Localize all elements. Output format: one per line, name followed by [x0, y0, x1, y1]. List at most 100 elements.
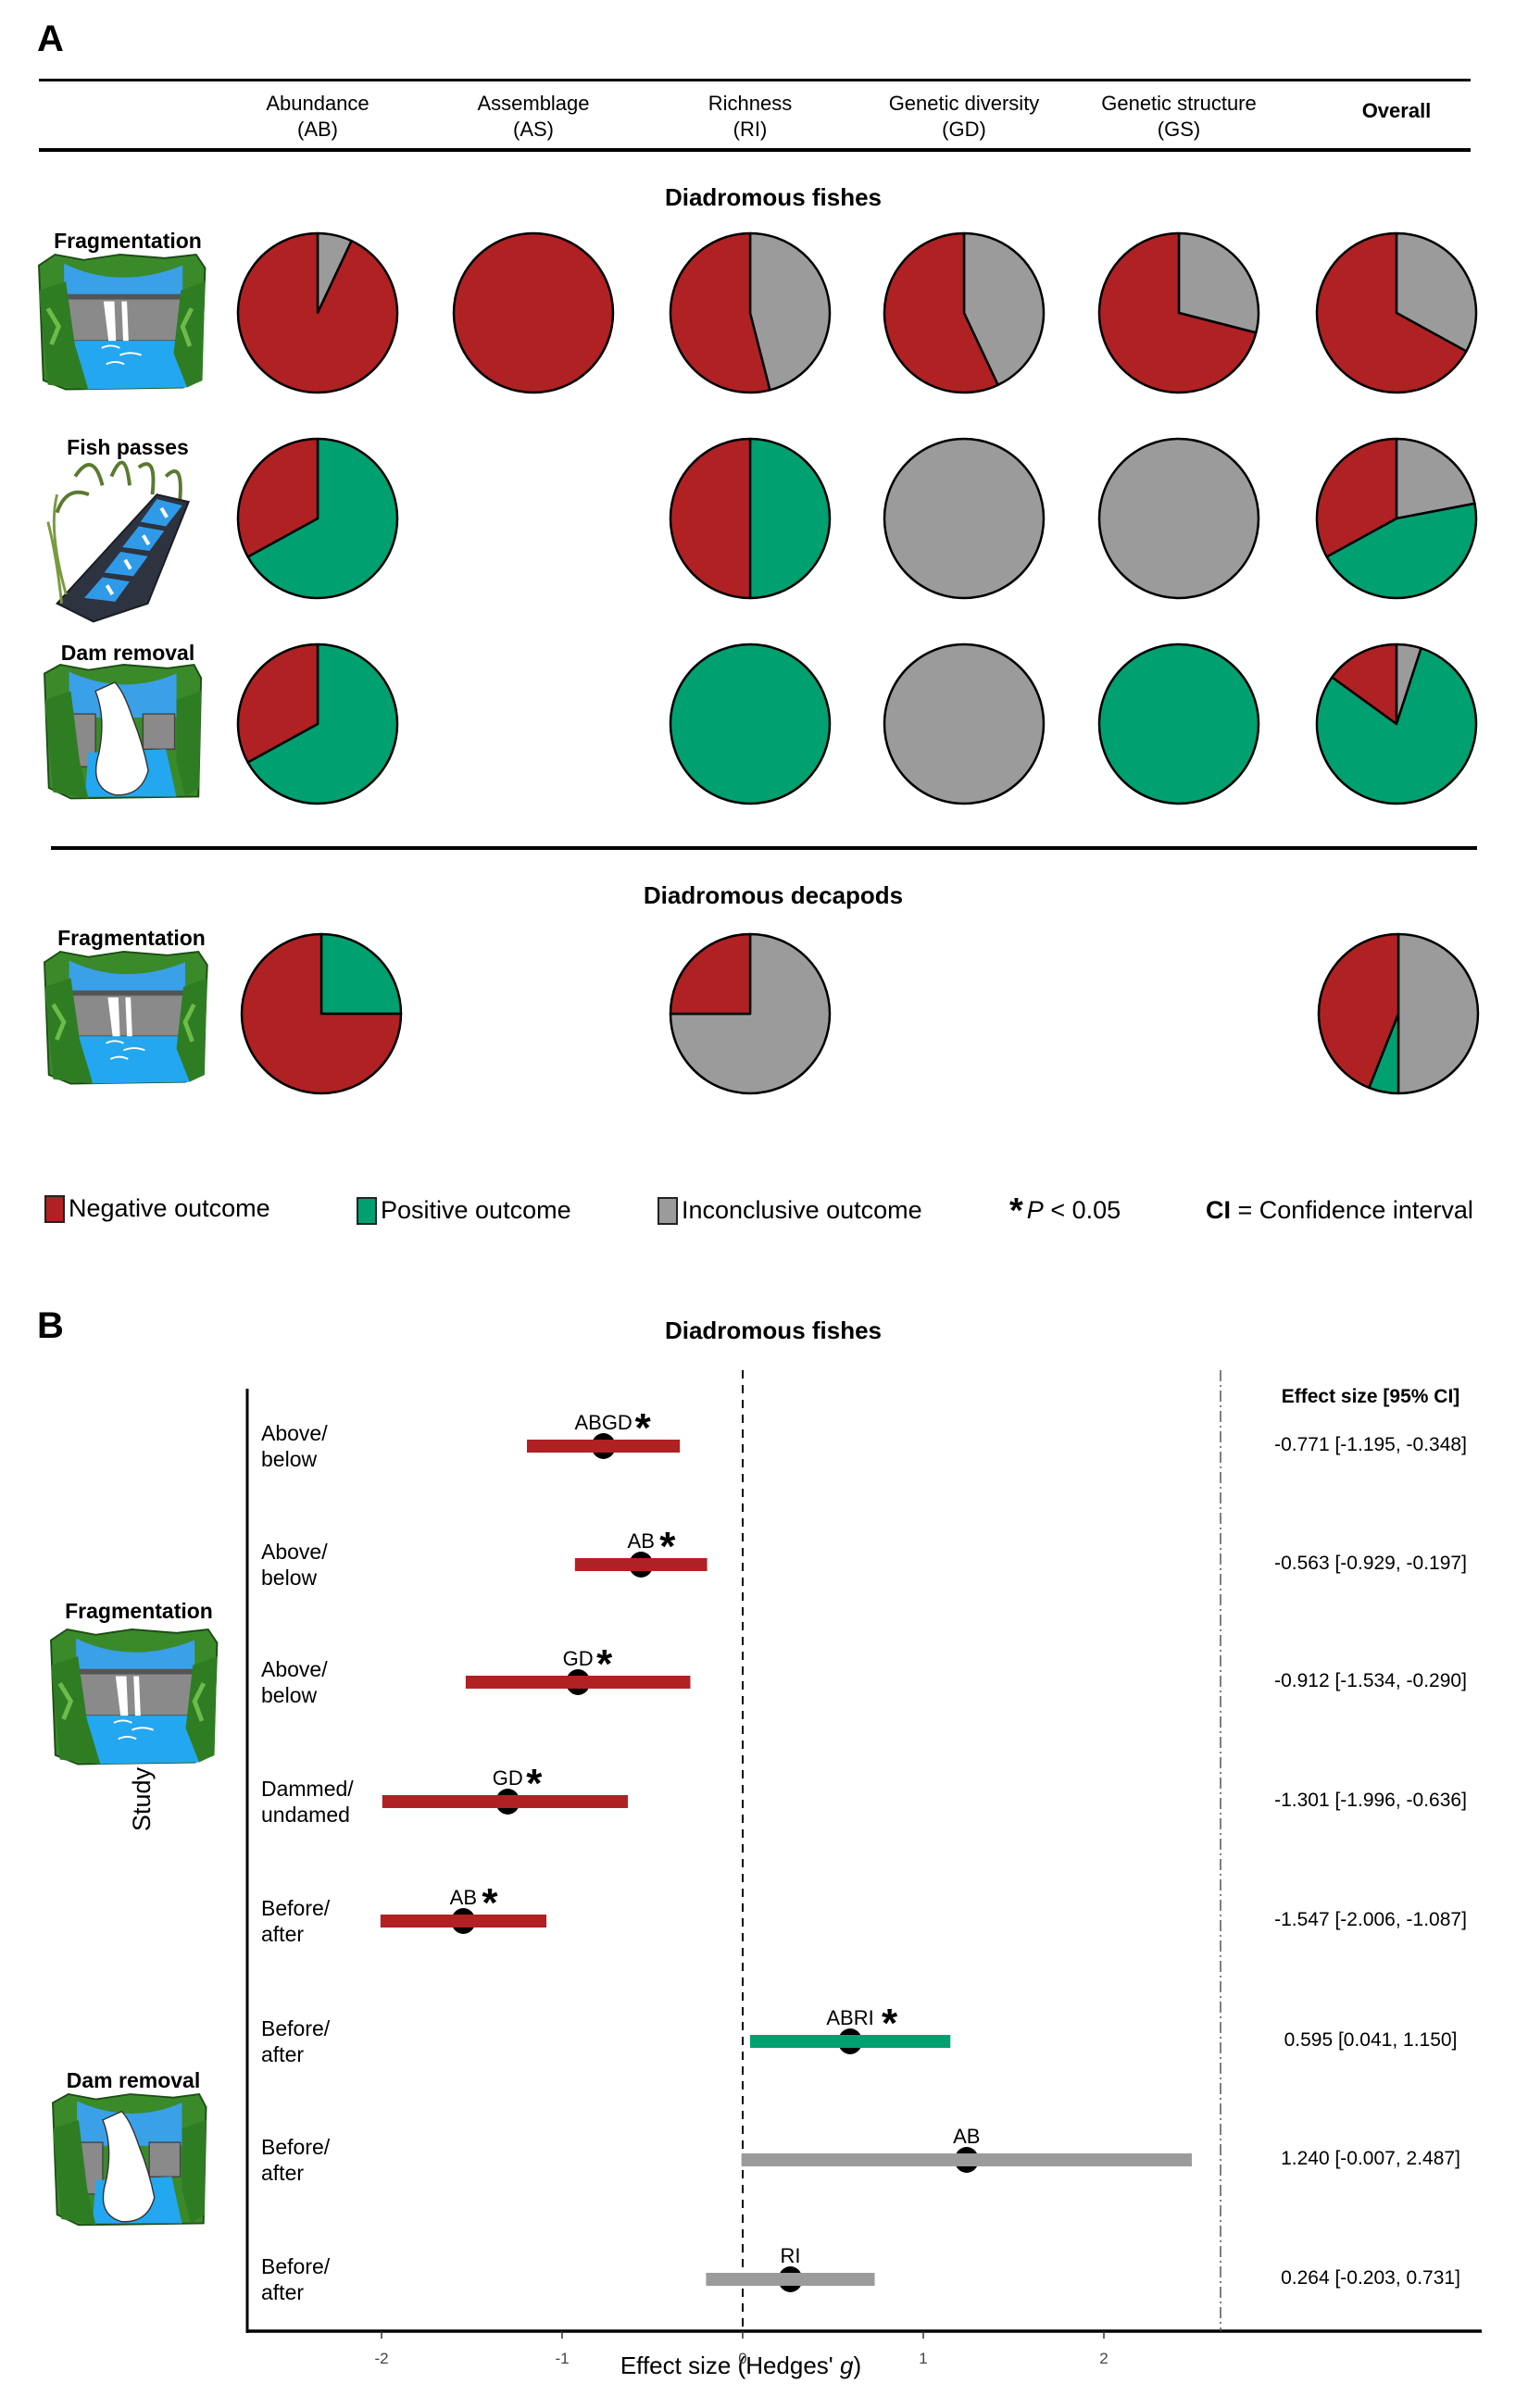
pie-slice-negative [236, 643, 319, 764]
pie-slice-inconclusive [1177, 231, 1260, 334]
x-tick-label: 1 [919, 2350, 927, 2367]
pie-slice-inconclusive [1396, 932, 1480, 1095]
pie-slice-positive [1325, 502, 1478, 600]
pie-fishes-0-gd [883, 231, 1046, 394]
legend-swatch-negative [44, 1194, 65, 1223]
pie-fishes-0-gs [1097, 231, 1260, 394]
significance-star-icon: * [659, 1524, 676, 1569]
ci-bar [749, 2035, 951, 2048]
pie-slice-positive [1097, 643, 1260, 805]
pie-slice-negative [452, 231, 615, 394]
dam-fragmentation-icon [44, 952, 207, 1084]
legend-ci: CI = Confidence interval [1206, 1196, 1473, 1225]
group-label-dam-removal: Dam removal [66, 2068, 201, 2092]
study-design-label: Before/ after [261, 2135, 331, 2185]
study-design-label: Before/ after [261, 2016, 331, 2066]
pie-fishes-2-gs [1097, 643, 1260, 805]
legend-label-positive: Positive outcome [381, 1196, 571, 1224]
pie-slice-negative [1317, 932, 1400, 1090]
pie-fishes-2-gd [883, 643, 1046, 805]
pie-slice-inconclusive [962, 231, 1046, 387]
pie-slice-positive [246, 437, 399, 600]
legend-p: P [1026, 1196, 1044, 1224]
pie-decapods-overall [1317, 932, 1480, 1095]
panel-a-letter: A [37, 19, 64, 59]
panel-b-letter: B [37, 1305, 64, 1346]
effect-size-value: 0.595 [0.041, 1.150] [1284, 2029, 1458, 2051]
ci-bar [382, 1795, 628, 1808]
study-design-label: Dammed/ undamed [261, 1777, 354, 1827]
x-tick-label: 0 [738, 2350, 746, 2367]
fish-pass-icon [45, 460, 191, 624]
table-top-rule [39, 79, 1471, 81]
effect-size-value: -0.563 [-0.929, -0.197] [1274, 1553, 1467, 1574]
pie-slice-negative [1331, 643, 1398, 726]
pie-fishes-0-ab [236, 231, 399, 394]
ci-bar [526, 1440, 681, 1453]
pie-slice-positive [1315, 646, 1478, 805]
pie-slice-inconclusive [748, 231, 832, 392]
pie-fishes-2-overall [1315, 643, 1478, 805]
point-label: RI [780, 2244, 800, 2267]
point-label: AB [953, 2125, 980, 2148]
column-header-name: Genetic structure [1101, 92, 1257, 115]
column-header-1: Assemblage (AS) [422, 91, 645, 143]
pie-decapods-ab [240, 932, 403, 1095]
pie-slice-positive [669, 643, 832, 805]
pie-slice-negative [669, 231, 771, 394]
x-tick-label: 2 [1099, 2350, 1108, 2367]
pie-slice-positive [246, 643, 399, 805]
point-label: GD [563, 1647, 594, 1670]
ci-bar [706, 2273, 875, 2286]
dam-fragmentation-icon [51, 1629, 217, 1765]
ci-bar [465, 1676, 691, 1689]
group-label-fragmentation: Fragmentation [65, 1599, 213, 1623]
pie-slice-inconclusive [883, 643, 1046, 805]
effect-size-value: 0.264 [-0.203, 0.731] [1281, 2267, 1460, 2289]
x-axis-label-italic: g [840, 2352, 854, 2379]
pie-chart-grid [0, 231, 1480, 1095]
legend-negative: Negative outcome [44, 1194, 270, 1223]
dam-fragmentation-icon [39, 255, 205, 390]
significance-star-icon: * [1009, 1191, 1023, 1230]
pie-fishes-1-gd [883, 437, 1046, 600]
row-label-fragmentation: Fragmentation [54, 229, 202, 253]
pie-fishes-1-ab [236, 437, 399, 600]
column-header-2: Richness (RI) [639, 91, 861, 143]
legend-label-inconclusive: Inconclusive outcome [682, 1196, 922, 1224]
column-header-5: Overall [1285, 98, 1508, 124]
column-header-abbr: (GS) [1157, 118, 1201, 141]
pie-slice-negative [236, 437, 319, 558]
section-title-fishes: Diadromous fishes [664, 183, 883, 211]
row-label-decapod-fragmentation: Fragmentation [57, 926, 206, 950]
pie-slice-inconclusive [883, 437, 1046, 600]
legend-swatch-inconclusive [658, 1196, 678, 1225]
dam-removal-icon [44, 664, 203, 800]
point-label: ABGD [574, 1411, 632, 1434]
pie-slice-negative [1097, 231, 1258, 394]
x-axis-label-suffix: ) [853, 2352, 862, 2379]
legend-p-threshold: < 0.05 [1043, 1196, 1121, 1224]
column-header-0: Abundance (AB) [207, 91, 429, 143]
section-title-decapods: Diadromous decapods [643, 881, 904, 909]
legend-inconclusive: Inconclusive outcome [658, 1196, 922, 1225]
pie-slice-negative [1315, 437, 1398, 558]
legend-ci-abbr: CI [1206, 1196, 1231, 1224]
x-axis-label-prefix: Effect size (Hedges' [620, 2352, 840, 2379]
pie-fishes-1-gs [1097, 437, 1260, 600]
ci-bar [741, 2153, 1192, 2166]
column-header-3: Genetic diversity (GD) [853, 91, 1075, 143]
significance-star-icon: * [882, 2001, 898, 2046]
point-label: AB [628, 1529, 655, 1553]
row-label-dam-removal: Dam removal [60, 641, 195, 665]
column-header-abbr: (AB) [297, 118, 338, 141]
pie-slice-inconclusive [1395, 437, 1476, 520]
forest-plot-title: Diadromous fishes [664, 1316, 883, 1344]
pie-fishes-2-ri [669, 643, 832, 805]
pie-slice-negative [883, 231, 999, 394]
pie-slice-inconclusive [1395, 231, 1478, 353]
pie-fishes-1-ri [669, 437, 832, 600]
column-header-abbr: (GD) [942, 118, 986, 141]
legend-label-negative: Negative outcome [69, 1194, 270, 1222]
effect-size-value: -1.301 [-1.996, -0.636] [1274, 1790, 1467, 1811]
